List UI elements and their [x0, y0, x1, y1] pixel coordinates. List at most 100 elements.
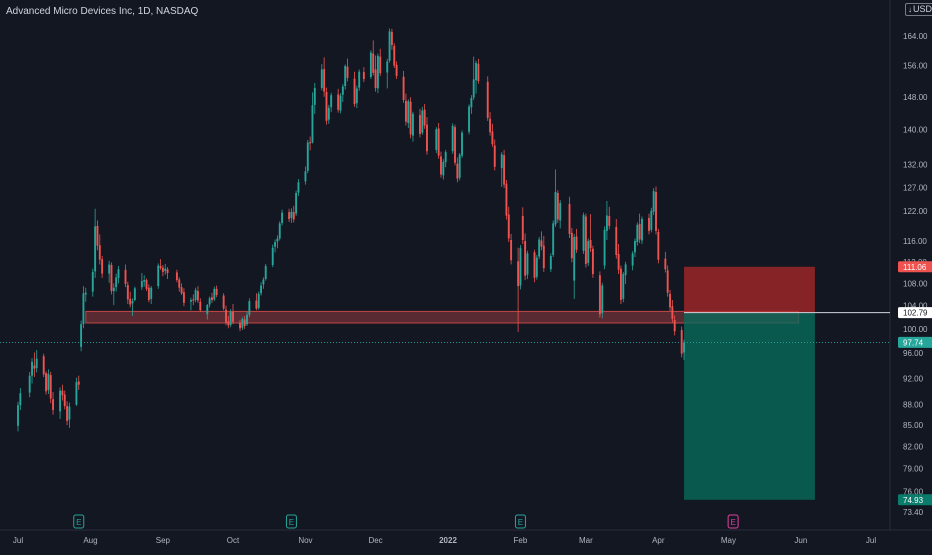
time-axis[interactable]: Jul Aug Sep Oct Nov Dec 2022 Feb Mar Apr May Jun Jul — [13, 536, 876, 545]
candle — [601, 282, 604, 319]
price-label-text: 97.74 — [903, 338, 924, 347]
candle — [129, 291, 132, 308]
candles-layer — [17, 28, 685, 432]
candle-body — [355, 88, 358, 104]
candle-body — [96, 225, 99, 246]
candle — [454, 124, 456, 166]
candle — [140, 273, 143, 290]
candle — [346, 58, 349, 82]
candle — [311, 92, 314, 144]
candle-body — [257, 293, 260, 308]
candle — [82, 286, 85, 329]
candle-body — [264, 266, 267, 279]
candle — [288, 208, 291, 222]
candle — [440, 151, 442, 178]
candle — [353, 71, 356, 107]
currency-label: USD — [913, 4, 932, 14]
candle-body — [140, 281, 143, 288]
candle — [507, 206, 510, 243]
candle-body — [648, 217, 650, 231]
candle-body — [166, 269, 169, 274]
candle-body — [454, 127, 456, 163]
candle-body — [115, 277, 118, 288]
candle-body — [395, 64, 398, 76]
time-tick-label: Nov — [298, 536, 312, 545]
candle — [573, 233, 576, 299]
candle — [52, 391, 55, 415]
candle-body — [52, 399, 55, 410]
time-tick-label: Sep — [156, 536, 171, 545]
candle-body — [358, 71, 361, 88]
price-tick-label: 73.40 — [903, 508, 924, 517]
candle-body — [178, 279, 181, 288]
candle-body — [192, 299, 195, 301]
price-axis[interactable]: 73.40 76.00 79.00 82.00 85.00 88.00 92.00 96.00… — [903, 32, 928, 517]
candle — [680, 326, 683, 358]
candle-body — [631, 253, 634, 266]
candle-body — [353, 78, 356, 105]
candle — [309, 136, 312, 151]
candle-body — [657, 231, 660, 260]
candle — [369, 50, 372, 80]
candle — [584, 213, 587, 268]
price-label-box — [898, 336, 932, 348]
candle-body — [489, 118, 492, 133]
candle-body — [652, 191, 655, 212]
candle-body — [110, 264, 113, 292]
candle — [241, 317, 244, 331]
candle — [559, 200, 562, 229]
position-layer[interactable] — [684, 266, 890, 500]
candle-body — [500, 154, 503, 169]
candle — [206, 303, 209, 320]
candle — [393, 43, 396, 68]
time-tick-label: Jul — [13, 536, 23, 545]
candle — [278, 221, 281, 241]
earnings-event-icon[interactable]: E — [727, 514, 739, 529]
candle — [66, 401, 69, 426]
candle-body — [493, 145, 496, 167]
candle — [304, 166, 307, 185]
candle-body — [117, 269, 120, 278]
time-tick-label: Aug — [83, 536, 97, 545]
candle — [262, 277, 265, 289]
candle-body — [47, 373, 50, 390]
candle — [503, 149, 506, 188]
currency-button[interactable]: ↓USD — [905, 3, 932, 16]
event-badge — [727, 514, 739, 529]
candle-body — [615, 226, 618, 255]
candle-body — [634, 241, 636, 253]
candle-body — [31, 361, 33, 376]
candle — [362, 67, 365, 83]
candle-body — [77, 381, 80, 385]
candle-body — [437, 128, 440, 156]
candle — [84, 287, 87, 302]
candle — [386, 58, 389, 89]
candle — [552, 220, 555, 258]
earnings-event-icon[interactable]: E — [285, 514, 297, 529]
earnings-event-icon[interactable]: E — [514, 514, 526, 529]
price-tick-label: 108.00 — [903, 279, 928, 288]
candle-body — [456, 163, 459, 179]
candle-body — [519, 248, 522, 286]
candle — [131, 298, 134, 317]
candle-body — [591, 248, 594, 275]
earnings-event-icon[interactable]: E — [73, 514, 85, 529]
candle-body — [472, 79, 475, 98]
candle — [159, 259, 162, 270]
candle-body — [419, 115, 421, 134]
candle-body — [346, 66, 349, 78]
event-letter: E — [76, 518, 81, 527]
candle-body — [227, 321, 230, 326]
position-target-zone[interactable] — [684, 266, 815, 313]
candle-body — [549, 256, 552, 270]
candle — [615, 218, 618, 259]
candle-body — [232, 311, 234, 322]
candle — [461, 130, 463, 158]
position-stop-zone[interactable] — [684, 312, 815, 500]
candle-body — [292, 212, 295, 220]
candle-body — [575, 236, 578, 250]
candle-body — [211, 297, 213, 301]
